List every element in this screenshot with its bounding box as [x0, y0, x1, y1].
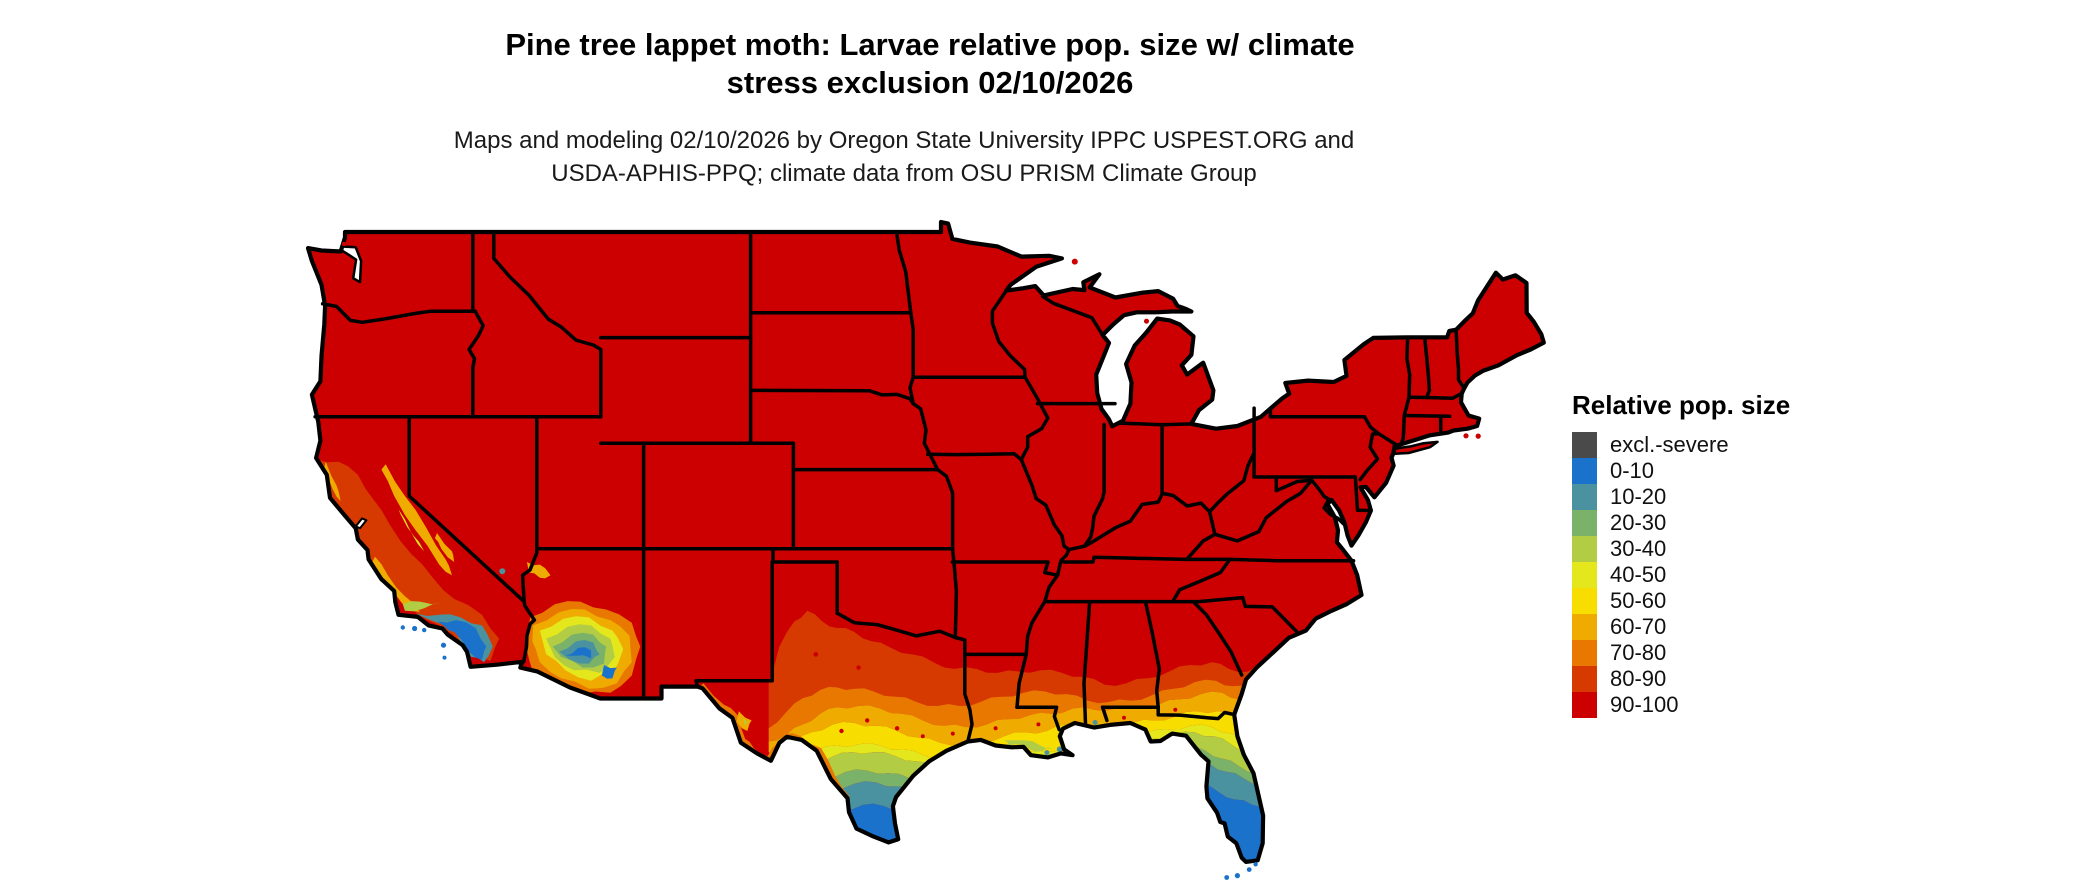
legend-label: 40-50 — [1610, 562, 1667, 587]
title-line-1: Pine tree lappet moth: Larvae relative p… — [505, 27, 1355, 62]
legend-label: 50-60 — [1610, 588, 1667, 613]
legend-label: 0-10 — [1610, 458, 1655, 483]
legend-row: excl.-severe — [1572, 432, 1790, 458]
legend-row: 70-80 — [1572, 640, 1790, 666]
legend-swatch — [1572, 510, 1597, 536]
legend-swatch — [1572, 536, 1597, 562]
legend-swatch — [1572, 640, 1597, 666]
legend-swatch — [1572, 562, 1597, 588]
legend-row: 50-60 — [1572, 588, 1790, 614]
legend: Relative pop. size excl.-severe 0-10 10-20… — [1572, 390, 1790, 718]
legend-swatch — [1572, 692, 1597, 718]
legend-swatch — [1572, 484, 1597, 510]
legend-row: 60-70 — [1572, 614, 1790, 640]
legend-row: 20-30 — [1572, 510, 1790, 536]
legend-label: 80-90 — [1610, 666, 1667, 691]
legend-row: 40-50 — [1572, 562, 1790, 588]
legend-label: excl.-severe — [1610, 432, 1729, 457]
legend-label: 60-70 — [1610, 614, 1667, 639]
legend-title: Relative pop. size — [1572, 390, 1791, 420]
legend-swatch — [1572, 432, 1597, 458]
legend-label: 90-100 — [1610, 692, 1679, 717]
legend-row: 80-90 — [1572, 666, 1790, 692]
legend-swatch — [1572, 614, 1597, 640]
page-subtitle: Maps and modeling 02/10/2026 by Oregon S… — [454, 124, 1354, 190]
legend-row: 10-20 — [1572, 484, 1790, 510]
legend-label: 10-20 — [1610, 484, 1667, 509]
legend-label: 20-30 — [1610, 510, 1667, 535]
page-title: Pine tree lappet moth: Larvae relative p… — [505, 26, 1354, 102]
legend-row: 30-40 — [1572, 536, 1790, 562]
title-line-2: stress exclusion 02/10/2026 — [726, 65, 1134, 100]
legend-row: 0-10 — [1572, 458, 1790, 484]
legend-swatch — [1572, 458, 1597, 484]
subtitle-line-1: Maps and modeling 02/10/2026 by Oregon S… — [453, 127, 1355, 154]
legend-swatch — [1572, 588, 1597, 614]
subtitle-line-2: USDA-APHIS-PPQ; climate data from OSU PR… — [551, 160, 1257, 187]
legend-label: 70-80 — [1610, 640, 1667, 665]
legend-swatch — [1572, 666, 1597, 692]
legend-row: 90-100 — [1572, 692, 1790, 718]
legend-label: 30-40 — [1610, 536, 1667, 561]
legend-items: excl.-severe 0-10 10-20 20-30 30-40 40-50 50-6… — [1572, 432, 1790, 718]
